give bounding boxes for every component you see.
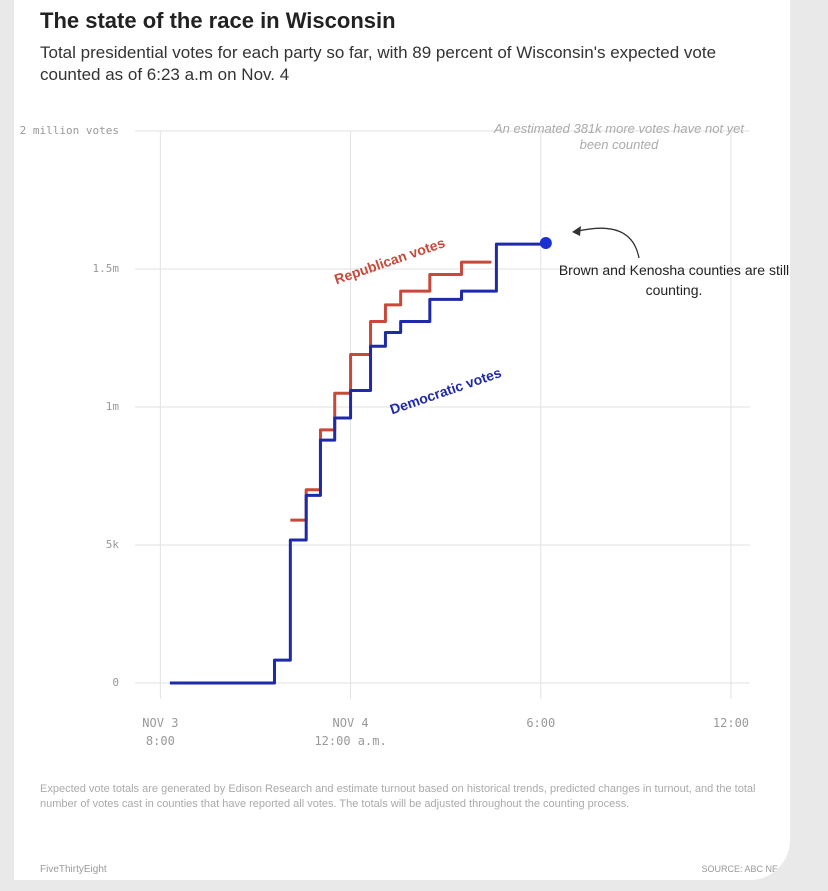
y-tick-label: 5k [106,538,120,551]
series-label: Democratic votes [388,364,504,417]
y-tick-label: 2 million votes [20,124,119,137]
line-series [169,242,541,685]
card: 0 5k 1m 1.5m 2 million votes Republican votes… [14,0,790,880]
x-tick-label: NOV 3 8:00 [142,716,179,748]
annotation: An estimated 381k more votes have not ye… [493,121,745,152]
x-tick-label: NOV 4 12:00 a.m. [314,716,387,748]
annotation: Brown and Kenosha counties are still cou… [558,262,790,298]
x-tick-label: 6:00 [526,716,556,730]
footnote: Expected vote totals are generated by Ed… [40,783,756,810]
annotation-arrowhead [572,226,581,236]
last-point [539,237,552,250]
annotation-arrow [573,227,640,259]
source: SOURCE: ABC NE [701,864,778,874]
y-tick-label: 0 [112,676,119,689]
y-tick-label: 1m [106,400,120,413]
x-tick-label: 12:00 [712,716,750,730]
chart-subtitle: Total presidential votes for each party … [40,43,717,84]
chart-title: The state of the race in Wisconsin [40,8,396,33]
y-tick-label: 1.5m [93,262,120,275]
credit: FiveThirtyEight [40,864,107,875]
